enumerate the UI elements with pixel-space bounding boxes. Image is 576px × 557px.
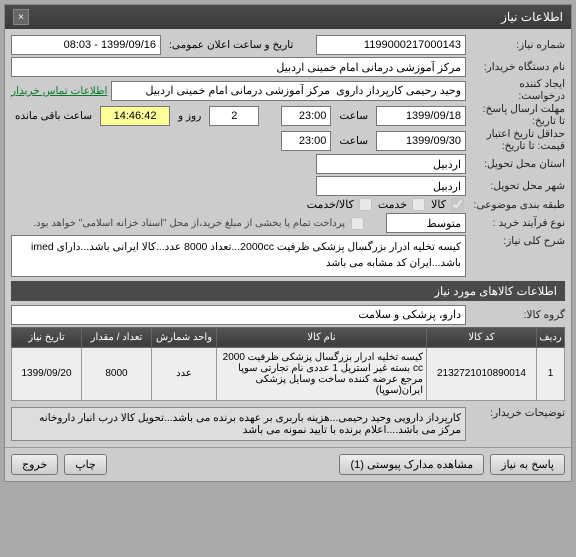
buyer-notes-label: توضیحات خریدار: [470, 407, 565, 419]
goods-group-label: گروه کالا: [470, 309, 565, 321]
cell-code: 2132721010890014 [427, 347, 537, 400]
attachments-button[interactable]: مشاهده مدارک پیوستی (1) [339, 454, 484, 475]
goods-service-checkbox [359, 198, 372, 211]
topic-cat-label: طبقه بندی موضوعی: [470, 199, 565, 211]
days-label: روز و [178, 110, 201, 122]
th-code: کد کالا [427, 327, 537, 347]
deadline-label: مهلت ارسال پاسخ: تا تاریخ: [470, 104, 565, 127]
close-icon[interactable]: × [13, 9, 29, 25]
validity-label: حداقل تاریخ اعتبار قیمت: تا تاریخ: [470, 129, 565, 152]
titlebar: اطلاعات نیاز × [5, 5, 571, 29]
th-date: تاریخ نیاز [12, 327, 82, 347]
needed-goods-header: اطلاعات کالاهای مورد نیاز [11, 281, 565, 301]
goods-group-input [11, 305, 466, 325]
validity-time-input [281, 131, 331, 151]
contact-link[interactable]: اطلاعات تماس خریدار [11, 85, 107, 97]
need-info-window: اطلاعات نیاز × شماره نیاز: تاریخ و ساعت … [4, 4, 572, 482]
remaining-label: ساعت باقی مانده [15, 110, 92, 122]
time-remaining-input [100, 106, 170, 126]
cell-row: 1 [537, 347, 565, 400]
days-left-input [209, 106, 259, 126]
time-label-2: ساعت [339, 135, 368, 147]
th-name: نام کالا [217, 327, 427, 347]
service-checkbox-group: خدمت [378, 198, 427, 211]
process-input [386, 213, 466, 233]
process-label: نوع فرآیند خرید : [470, 217, 565, 229]
table-row: 1 2132721010890014 کیسه تخلیه ادرار بزرگ… [12, 347, 565, 400]
cell-name: کیسه تخلیه ادرار بزرگسال پزشکی ظرفیت 200… [217, 347, 427, 400]
service-chk-label: خدمت [378, 198, 407, 211]
cell-date: 1399/09/20 [12, 347, 82, 400]
need-no-label: شماره نیاز: [470, 39, 565, 51]
form-area: شماره نیاز: تاریخ و ساعت اعلان عمومی: نا… [5, 29, 571, 447]
th-qty: تعداد / مقدار [82, 327, 152, 347]
need-no-input [316, 35, 466, 55]
print-button[interactable]: چاپ [64, 454, 107, 475]
goods-checkbox-group: کالا [431, 198, 466, 211]
goods-chk-label: کالا [431, 198, 446, 211]
buyer-org-label: نام دستگاه خریدار: [470, 61, 565, 73]
window-title: اطلاعات نیاز [501, 10, 563, 24]
delivery-city-input [316, 176, 466, 196]
validity-date-input [376, 131, 466, 151]
footer: پاسخ به نیاز مشاهده مدارک پیوستی (1) چاپ… [5, 447, 571, 481]
deadline-time-input [281, 106, 331, 126]
partial-pay-checkbox [351, 217, 364, 230]
goods-service-checkbox-group: کالا/خدمت [307, 198, 374, 211]
buyer-notes: کارپرداز دارویی وحید رحیمی...هزینه باربر… [11, 407, 466, 441]
time-label-1: ساعت [339, 110, 368, 122]
partial-pay-label: پرداخت تمام یا بخشی از مبلغ خرید،از محل … [33, 218, 345, 229]
delivery-state-label: استان محل تحویل: [470, 158, 565, 170]
th-unit: واحد شمارش [152, 327, 217, 347]
creator-input [111, 81, 466, 101]
goods-table: ردیف کد کالا نام کالا واحد شمارش تعداد /… [11, 327, 565, 401]
deadline-date-input [376, 106, 466, 126]
goods-checkbox [451, 198, 464, 211]
overall-desc: کیسه تخلیه ادرار بزرگسال پزشکی ظرفیت 200… [11, 235, 466, 277]
cell-qty: 8000 [82, 347, 152, 400]
buyer-org-input [11, 57, 466, 77]
exit-button[interactable]: خروج [11, 454, 58, 475]
th-row: ردیف [537, 327, 565, 347]
cell-unit: عدد [152, 347, 217, 400]
delivery-city-label: شهر محل تحویل: [470, 180, 565, 192]
announce-input [11, 35, 161, 55]
delivery-state-input [316, 154, 466, 174]
creator-label: ایجاد کننده درخواست: [470, 79, 565, 102]
overall-label: شرح کلی نیاز: [470, 235, 565, 247]
service-checkbox [412, 198, 425, 211]
announce-label: تاریخ و ساعت اعلان عمومی: [169, 39, 293, 51]
goods-service-chk-label: کالا/خدمت [307, 198, 354, 211]
reply-button[interactable]: پاسخ به نیاز [490, 454, 565, 475]
